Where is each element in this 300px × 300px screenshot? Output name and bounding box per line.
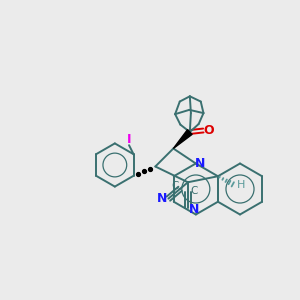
Text: N: N: [189, 203, 200, 216]
Polygon shape: [173, 130, 192, 148]
Text: I: I: [127, 133, 131, 146]
Text: C: C: [191, 186, 198, 196]
Text: C: C: [171, 182, 178, 191]
Text: N: N: [195, 157, 206, 170]
Text: H: H: [237, 180, 245, 190]
Text: N: N: [157, 192, 167, 205]
Text: O: O: [203, 124, 214, 137]
